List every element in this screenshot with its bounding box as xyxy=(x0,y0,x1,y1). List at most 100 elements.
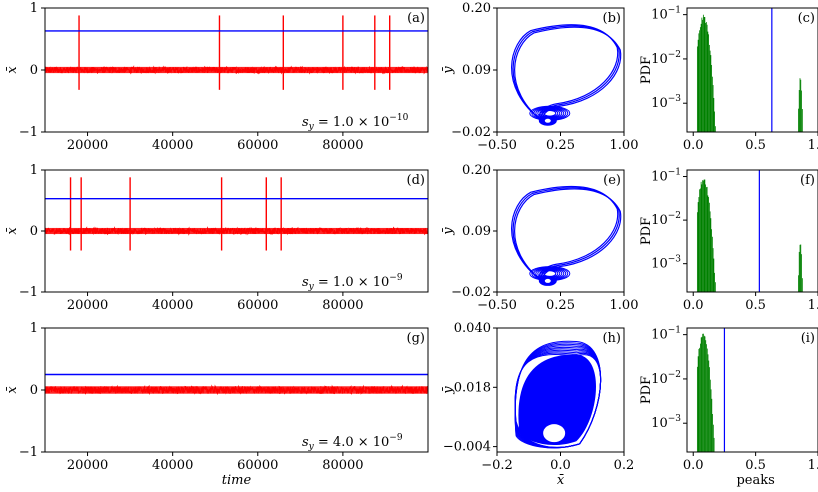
histogram-bar xyxy=(706,186,708,292)
plot-area xyxy=(511,185,622,286)
ytick-label: 10−2 xyxy=(651,370,681,387)
histogram-bar xyxy=(708,197,710,292)
histogram-bar xyxy=(702,19,704,132)
annotation-part: s xyxy=(302,275,309,290)
histogram-bar xyxy=(707,31,709,132)
xtick-label: 80000 xyxy=(322,458,363,473)
histogram-bar xyxy=(699,30,701,132)
xtick-label: 0.0 xyxy=(550,458,571,473)
phase-orbit-dense xyxy=(518,354,596,446)
panel-label: (i) xyxy=(801,331,815,346)
histogram-bar xyxy=(705,184,707,292)
ytick-label: 10−3 xyxy=(651,94,681,111)
xtick-label: 80000 xyxy=(322,138,363,153)
ytick-label: 0 xyxy=(30,224,38,239)
histogram-bar xyxy=(799,78,801,132)
plot-area xyxy=(696,328,726,452)
ytick-base: 10 xyxy=(651,416,668,431)
xtick-label: 0.2 xyxy=(614,458,635,473)
histogram-bar xyxy=(711,229,713,292)
histogram-bar xyxy=(701,17,703,132)
histogram-bar xyxy=(801,278,803,292)
ylabel: ȳ xyxy=(441,386,456,395)
ytick-label: −0.02 xyxy=(451,285,491,300)
histogram-bar xyxy=(708,44,710,132)
histogram-bar xyxy=(708,34,710,132)
histogram-bar xyxy=(702,333,704,452)
annotation: sy = 1.0 × 10−9 xyxy=(302,273,403,292)
histogram-bar xyxy=(714,126,716,132)
panel-e: −0.50 0.25 1.00 −0.02 0.09 0.20 ȳ (e) xyxy=(441,163,638,313)
xtick-label: 0.25 xyxy=(546,138,575,153)
xtick-label: −0.2 xyxy=(481,458,513,473)
xtick-label: 20000 xyxy=(67,138,108,153)
ytick-label: 1 xyxy=(30,321,38,336)
ytick-base: 10 xyxy=(651,328,668,343)
ytick-label: 10−3 xyxy=(651,255,681,272)
annotation-part: y xyxy=(308,122,315,132)
histogram-bar xyxy=(708,202,710,292)
panel-b: −0.50 0.25 1.00 −0.02 0.09 0.20 ȳ (b) xyxy=(441,1,638,153)
histogram-bar xyxy=(698,349,700,452)
histogram-bar xyxy=(712,248,714,292)
ytick-label: 10−1 xyxy=(651,326,681,343)
ylabel: ȳ xyxy=(441,66,456,75)
plot-area xyxy=(45,177,428,251)
xtick-label: 1.0 xyxy=(808,458,818,473)
xlabel: time xyxy=(222,473,252,488)
xtick-label: −0.50 xyxy=(477,138,517,153)
annotation-part: = 1.0 × 10 xyxy=(314,275,390,290)
ytick-label: 0.20 xyxy=(462,163,491,178)
ytick-exp: −3 xyxy=(668,94,682,104)
ytick-label: 0 xyxy=(30,63,38,78)
histogram-bar xyxy=(710,389,712,452)
ytick-base: 10 xyxy=(651,170,668,185)
histogram-bar xyxy=(801,109,803,132)
histogram-bar xyxy=(707,354,709,452)
histogram-bar xyxy=(696,366,698,452)
plot-area xyxy=(696,170,803,292)
ylabel: PDF xyxy=(639,56,654,84)
xtick-label: 1.0 xyxy=(808,298,818,313)
histogram-bar xyxy=(706,24,708,132)
histogram-bar xyxy=(701,184,703,292)
xtick-label: 20000 xyxy=(67,298,108,313)
histogram-bar xyxy=(711,64,713,132)
ytick-label: 0.040 xyxy=(454,321,491,336)
histogram-bar xyxy=(706,348,708,452)
histogram-bar xyxy=(700,181,702,292)
panel-label: (g) xyxy=(407,331,425,346)
ytick-label: 1 xyxy=(30,1,38,16)
ytick-base: 10 xyxy=(651,213,668,228)
histogram-bar xyxy=(706,344,707,452)
phase-orbit-hole xyxy=(543,424,566,443)
annotation-part: −9 xyxy=(389,433,403,443)
histogram-bar xyxy=(700,23,702,132)
ytick-label: 0.20 xyxy=(462,1,491,16)
ylabel: ȳ xyxy=(441,227,456,236)
ytick-label: 0.018 xyxy=(454,380,491,395)
ylabel: PDF xyxy=(639,217,654,245)
red-series-band xyxy=(45,227,428,235)
annotation-part: = 1.0 × 10 xyxy=(314,115,390,130)
ylabel: x̄ xyxy=(5,66,20,74)
histogram-bar xyxy=(798,108,799,132)
annotation-part: −10 xyxy=(389,113,408,123)
annotation-part: −9 xyxy=(389,273,403,283)
ytick-exp: −2 xyxy=(668,370,681,380)
annotation-part: y xyxy=(308,442,315,452)
xtick-label: 60000 xyxy=(237,458,278,473)
histogram-bar xyxy=(714,111,715,132)
histogram-bar xyxy=(713,437,715,452)
panel-d: 20000 40000 60000 80000 −1 0 1 x̄ (d) sy = 1.0 × … xyxy=(5,163,429,313)
xtick-label: 1.0 xyxy=(808,138,818,153)
axis-frame xyxy=(686,169,818,293)
phase-orbit-loop xyxy=(514,353,602,448)
histogram-bar xyxy=(711,76,713,132)
xtick-label: 60000 xyxy=(237,298,278,313)
histogram-bar xyxy=(697,356,699,452)
ytick-base: 10 xyxy=(651,8,668,23)
panel-label: (c) xyxy=(798,11,815,26)
histogram-bar xyxy=(699,188,701,292)
